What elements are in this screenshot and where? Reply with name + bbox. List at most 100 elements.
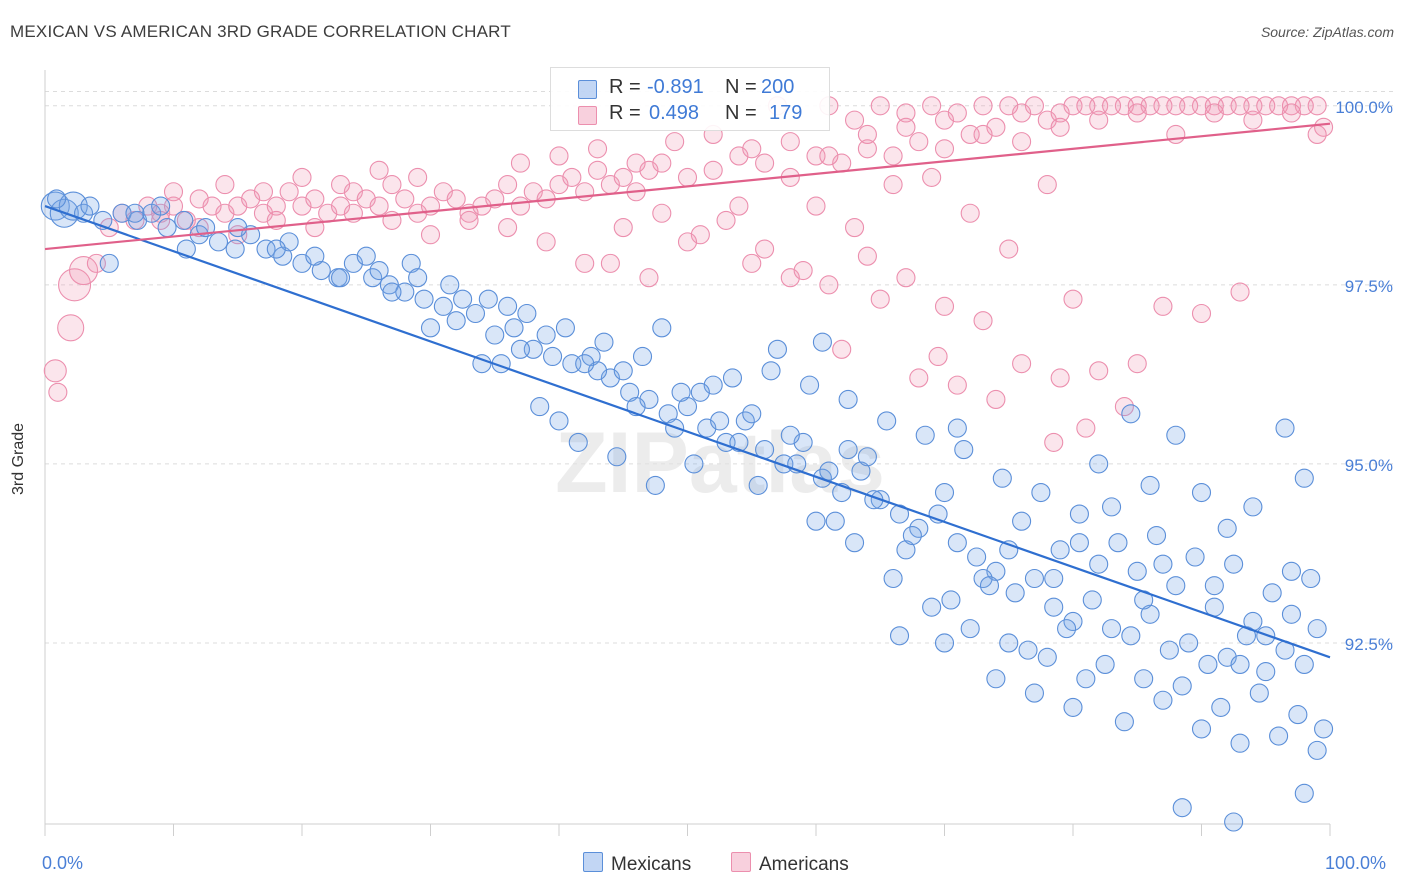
americans-point — [215, 175, 235, 195]
mexicans-point — [1121, 626, 1141, 646]
mexicans-point — [902, 525, 922, 546]
americans-point — [896, 103, 916, 123]
mexicans-point — [954, 440, 974, 460]
mexicans-point — [1262, 583, 1282, 603]
americans-point — [780, 132, 800, 152]
mexicans-point — [80, 196, 100, 216]
americans-point — [934, 296, 955, 316]
mexicans-point — [986, 669, 1006, 689]
mexicans-point — [1314, 719, 1334, 739]
bottom-legend-americans[interactable]: Americans — [731, 852, 849, 876]
mexicans-point — [498, 296, 518, 316]
americans-point — [928, 346, 948, 367]
mexicans-point — [1044, 568, 1064, 589]
americans-point — [1089, 110, 1109, 130]
mexicans-point — [1191, 719, 1212, 739]
mexicans-point — [99, 253, 119, 273]
mexicans-point — [877, 411, 897, 431]
mexicans-point — [1249, 683, 1269, 703]
mexicans-point — [1102, 497, 1122, 517]
trend-lines — [44, 122, 1331, 659]
mexicans-point — [440, 275, 460, 295]
americans-point — [57, 314, 85, 342]
mexicans-point — [684, 454, 704, 474]
americans-point — [1114, 397, 1134, 417]
mexicans-point — [722, 368, 743, 388]
americans-point — [549, 146, 569, 166]
legend-r-label: R = — [609, 102, 641, 124]
americans-point — [485, 189, 505, 209]
mexicans-point — [1108, 533, 1128, 553]
mexicans-point — [979, 576, 1000, 596]
mexicans-point — [922, 597, 942, 617]
americans-point — [626, 153, 646, 173]
americans-point — [755, 239, 775, 259]
mexicans-point — [838, 440, 858, 460]
americans-point — [1191, 303, 1212, 324]
mexicans-point — [851, 461, 871, 481]
americans-point — [922, 96, 942, 116]
source-text: Source: ZipAtlas.com — [1260, 24, 1394, 40]
chart-title: MEXICAN VS AMERICAN 3RD GRADE CORRELATIO… — [10, 22, 511, 41]
americans-point — [1044, 432, 1064, 452]
mexicans-point — [1211, 697, 1231, 717]
mexicans-point — [568, 432, 588, 452]
mexicans-point — [174, 210, 194, 230]
mexicans-point — [1089, 454, 1109, 474]
americans-point — [677, 167, 698, 187]
mexicans-point — [1121, 404, 1141, 424]
mexicans-point — [1217, 518, 1237, 538]
americans-point — [1281, 96, 1301, 116]
mexicans-point — [543, 346, 563, 367]
mexicans-point — [999, 633, 1019, 653]
americans-point — [266, 196, 286, 216]
americans-point — [58, 268, 92, 302]
legend-n-label: N = — [725, 76, 757, 98]
mexicans-point — [1224, 812, 1244, 832]
mexicans-point — [1024, 683, 1044, 703]
americans-point — [806, 196, 826, 216]
mexicans-point — [575, 354, 595, 374]
legend-n-value-americans: 179 — [769, 102, 803, 124]
mexicans-point — [819, 461, 839, 481]
mexicans-point — [1069, 504, 1089, 524]
mexicans-point — [1230, 654, 1250, 674]
americans-point — [857, 124, 877, 145]
mexicans-point — [256, 239, 276, 259]
americans-point — [639, 268, 659, 288]
mexicans-point — [857, 447, 877, 467]
americans-point — [665, 132, 685, 152]
mexicans-point — [934, 633, 955, 653]
americans-point — [1012, 132, 1032, 152]
americans-point — [587, 139, 608, 159]
americans-point — [1076, 418, 1096, 438]
mexicans-point — [1269, 726, 1289, 746]
americans-point — [652, 203, 672, 223]
mexicans-point — [1134, 669, 1154, 689]
mexicans-point — [645, 475, 665, 495]
bottom-legend-mexicans[interactable]: Mexicans — [583, 852, 691, 876]
mexicans-point — [1166, 576, 1186, 596]
mexicans-point — [1281, 561, 1301, 581]
americans-point — [1012, 103, 1032, 123]
americans-point — [960, 203, 980, 223]
americans-point — [652, 153, 672, 173]
mexicans-point — [47, 189, 67, 209]
mexicans-point — [1198, 654, 1218, 674]
legend-r-label: R = — [609, 76, 641, 98]
mexicans-point — [151, 196, 171, 216]
axes — [44, 70, 1331, 836]
americans-point — [857, 246, 877, 266]
americans-point — [43, 359, 67, 383]
mexicans-point — [311, 260, 331, 281]
x-tick-label-max: 100.0% — [1325, 853, 1387, 873]
americans-point — [934, 139, 955, 159]
mexicans-point — [305, 246, 325, 266]
mexicans-point — [632, 346, 653, 367]
americans-point — [1089, 361, 1109, 381]
americans-point — [973, 311, 993, 331]
americans-point — [253, 182, 274, 202]
mexicans-point — [1224, 554, 1244, 574]
americans-point — [395, 189, 415, 209]
mexicans-point — [208, 232, 229, 252]
